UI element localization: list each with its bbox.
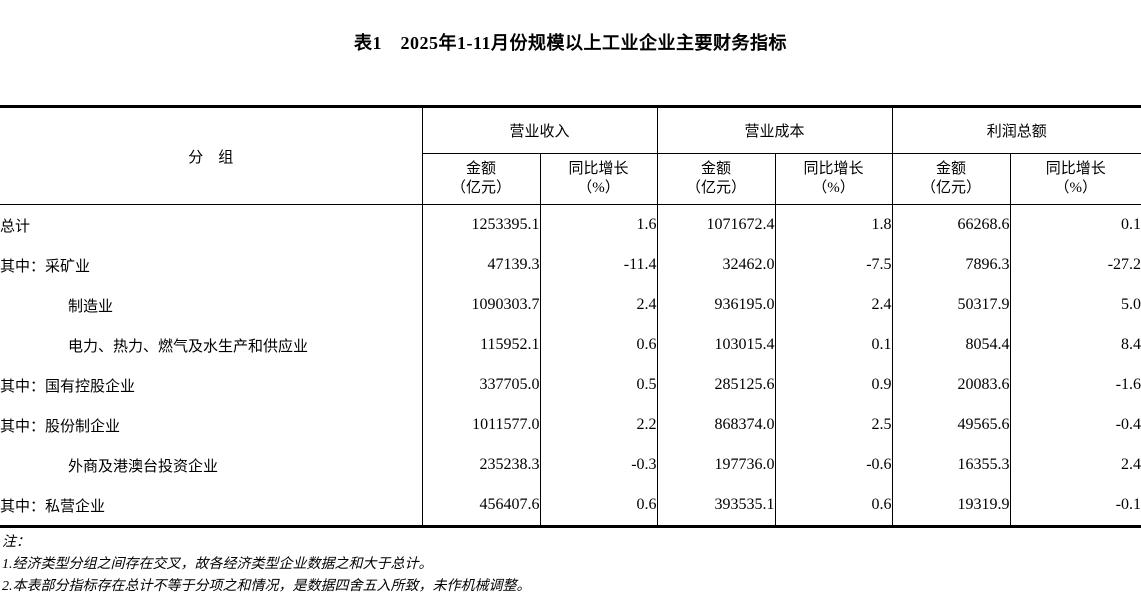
- profit-growth-cell: 0.1: [1121, 216, 1141, 233]
- row-label: 制造业: [0, 285, 423, 325]
- subheader-amount-line1: 金额: [701, 161, 732, 177]
- financial-indicators-table: 分 组 营业收入 营业成本 利润总额 金额 （亿元） 同比增长 （%） 金额 （…: [0, 105, 1141, 528]
- note-item-1: 1.经济类型分组之间存在交叉，故各经济类型企业数据之和大于总计。: [2, 557, 433, 572]
- subheader-growth-line1: 同比增长: [803, 161, 864, 177]
- cost-growth-cell: 0.6: [775, 485, 893, 527]
- row-label: 总计: [0, 204, 423, 245]
- profit-amount-cell: 19319.9: [892, 485, 1011, 527]
- revenue-amount-cell: 1253395.1: [422, 204, 541, 245]
- profit-growth-cell: 2.4: [1121, 456, 1141, 473]
- subheader-profit-growth: 同比增长 （%）: [1010, 153, 1141, 205]
- cost-amount-cell: 936195.0: [657, 285, 776, 325]
- subheader-revenue-amount: 金额 （亿元）: [422, 153, 541, 205]
- cost-growth-cell: 0.1: [775, 325, 893, 365]
- header-group-row: 分 组 营业收入 营业成本 利润总额: [0, 106, 1141, 205]
- subheader-profit-amount: 金额 （亿元）: [892, 153, 1011, 205]
- table-row-foreign-invested: 外商及港澳台投资企业 235238.3 -0.3 197736.0 -0.6 1…: [0, 445, 1141, 485]
- profit-amount-cell: 66268.6: [892, 204, 1011, 245]
- profit-growth-cell: 8.4: [1121, 336, 1141, 353]
- row-label: 外商及港澳台投资企业: [0, 445, 423, 485]
- subheader-growth-line2: （%）: [577, 180, 620, 196]
- column-group-revenue: 营业收入: [422, 106, 658, 154]
- profit-amount-cell: 8054.4: [892, 325, 1011, 365]
- row-label: 其中：采矿业: [0, 245, 423, 285]
- row-label: 其中：股份制企业: [0, 405, 423, 445]
- cost-amount-cell: 32462.0: [657, 245, 776, 285]
- subheader-amount-line2: （亿元）: [921, 180, 982, 196]
- row-label: 电力、热力、燃气及水生产和供应业: [0, 325, 423, 365]
- table-row-total: 总计 1253395.1 1.6 1071672.4 1.8 66268.6 0…: [0, 204, 1141, 245]
- revenue-amount-cell: 47139.3: [422, 245, 541, 285]
- profit-growth-cell: -0.1: [1115, 496, 1141, 513]
- subheader-growth-line1: 同比增长: [568, 161, 629, 177]
- cost-amount-cell: 868374.0: [657, 405, 776, 445]
- revenue-growth-cell: 1.6: [540, 204, 658, 245]
- table-row-mining: 其中：采矿业 47139.3 -11.4 32462.0 -7.5 7896.3…: [0, 245, 1141, 285]
- cost-growth-cell: -0.6: [775, 445, 893, 485]
- header-sub-row: 金额 （亿元） 同比增长 （%） 金额 （亿元） 同比增长 （%） 金额 （亿元…: [0, 153, 1141, 205]
- cost-amount-cell: 103015.4: [657, 325, 776, 365]
- revenue-amount-cell: 337705.0: [422, 365, 541, 405]
- cost-amount-cell: 393535.1: [657, 485, 776, 527]
- table-row-utilities: 电力、热力、燃气及水生产和供应业 115952.1 0.6 103015.4 0…: [0, 325, 1141, 365]
- profit-growth-cell: -0.4: [1115, 416, 1141, 433]
- profit-growth-cell: -27.2: [1107, 256, 1141, 273]
- cost-growth-cell: -7.5: [775, 245, 893, 285]
- subheader-growth-line2: （%）: [812, 180, 855, 196]
- profit-amount-cell: 7896.3: [892, 245, 1011, 285]
- table-notes: 注： 1.经济类型分组之间存在交叉，故各经济类型企业数据之和大于总计。 2.本表…: [0, 528, 1141, 598]
- profit-amount-cell: 20083.6: [892, 365, 1011, 405]
- revenue-growth-cell: 2.4: [540, 285, 658, 325]
- revenue-growth-cell: -11.4: [540, 245, 658, 285]
- subheader-amount-line1: 金额: [936, 161, 967, 177]
- profit-growth-cell: 5.0: [1121, 296, 1141, 313]
- revenue-amount-cell: 1090303.7: [422, 285, 541, 325]
- cost-amount-cell: 197736.0: [657, 445, 776, 485]
- notes-heading: 注：: [2, 535, 30, 550]
- subheader-amount-line1: 金额: [465, 161, 496, 177]
- profit-amount-cell: 50317.9: [892, 285, 1011, 325]
- profit-growth-cell: -1.6: [1115, 376, 1141, 393]
- revenue-amount-cell: 456407.6: [422, 485, 541, 527]
- table-row-shareholding: 其中：股份制企业 1011577.0 2.2 868374.0 2.5 4956…: [0, 405, 1141, 445]
- revenue-growth-cell: 2.2: [540, 405, 658, 445]
- page-title: 表1 2025年1-11月份规模以上工业企业主要财务指标: [354, 33, 787, 53]
- cost-growth-cell: 2.5: [775, 405, 893, 445]
- revenue-amount-cell: 235238.3: [422, 445, 541, 485]
- table-row-private: 其中：私营企业 456407.6 0.6 393535.1 0.6 19319.…: [0, 485, 1141, 527]
- profit-amount-cell: 49565.6: [892, 405, 1011, 445]
- cost-amount-cell: 1071672.4: [657, 204, 776, 245]
- subheader-cost-growth: 同比增长 （%）: [775, 153, 893, 205]
- revenue-growth-cell: -0.3: [540, 445, 658, 485]
- note-item-2: 2.本表部分指标存在总计不等于分项之和情况，是数据四舍五入所致，未作机械调整。: [2, 579, 531, 594]
- revenue-growth-cell: 0.5: [540, 365, 658, 405]
- column-group-cost: 营业成本: [657, 106, 893, 154]
- subheader-revenue-growth: 同比增长 （%）: [540, 153, 658, 205]
- subheader-growth-line2: （%）: [1054, 180, 1098, 196]
- group-column-header: 分 组: [0, 106, 423, 205]
- row-label: 其中：国有控股企业: [0, 365, 423, 405]
- revenue-amount-cell: 115952.1: [422, 325, 541, 365]
- revenue-growth-cell: 0.6: [540, 485, 658, 527]
- profit-amount-cell: 16355.3: [892, 445, 1011, 485]
- column-group-profit: 利润总额: [892, 106, 1141, 154]
- subheader-amount-line2: （亿元）: [450, 180, 511, 196]
- row-label: 其中：私营企业: [0, 485, 423, 527]
- revenue-growth-cell: 0.6: [540, 325, 658, 365]
- cost-amount-cell: 285125.6: [657, 365, 776, 405]
- subheader-amount-line2: （亿元）: [686, 180, 747, 196]
- cost-growth-cell: 0.9: [775, 365, 893, 405]
- subheader-growth-line1: 同比增长: [1045, 161, 1106, 177]
- table-row-manufacturing: 制造业 1090303.7 2.4 936195.0 2.4 50317.9 5…: [0, 285, 1141, 325]
- subheader-cost-amount: 金额 （亿元）: [657, 153, 776, 205]
- revenue-amount-cell: 1011577.0: [422, 405, 541, 445]
- cost-growth-cell: 2.4: [775, 285, 893, 325]
- table-row-state-owned: 其中：国有控股企业 337705.0 0.5 285125.6 0.9 2008…: [0, 365, 1141, 405]
- cost-growth-cell: 1.8: [775, 204, 893, 245]
